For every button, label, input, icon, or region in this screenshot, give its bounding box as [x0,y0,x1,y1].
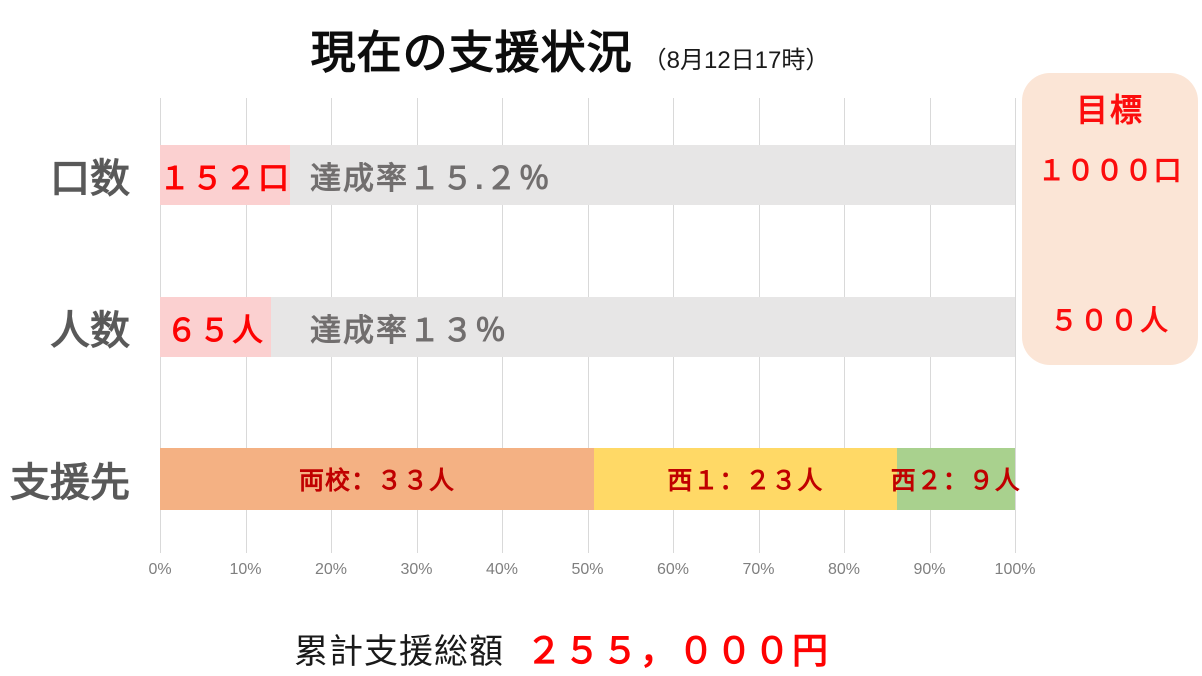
category-label-recipients: 支援先 [10,461,130,505]
recipient-segment-label: 両校：３３人 [299,467,456,495]
chart-title-timestamp: （8月12日17時） [642,47,830,74]
people-progress-track: ６５人 達成率１３％ [160,297,1015,357]
units-rate-label: 達成率１５.２％ [310,160,552,196]
people-progress-fill: ６５人 [160,297,272,357]
recipient-segment-label: 西２：９人 [890,467,1021,495]
goal-people-value: ５００人 [1049,305,1170,336]
axis-tick-label: 20% [314,561,348,578]
people-rate-label: 達成率１３％ [310,312,508,348]
axis-tick-label: 40% [485,561,519,578]
cumulative-total: 累計支援総額 ２５５，０００円 [0,622,1124,674]
recipient-segment: 西１：２３人 [594,448,897,510]
recipient-segment-label: 西１：２３人 [667,467,824,495]
gridline [1015,98,1016,553]
category-label-people: 人数 [50,309,130,353]
recipient-segment: 両校：３３人 [160,448,595,510]
axis-tick-label: 0% [148,561,172,578]
chart-title: 現在の支援状況 （8月12日17時） [0,16,1140,81]
units-progress-track: １５２口 達成率１５.２％ [158,145,1015,205]
cumulative-total-amount: ２５５，０００円 [525,630,830,671]
axis-tick-label: 30% [400,561,433,578]
recipients-stacked-bar: 両校：３３人 西１：２３人 西２：９人 [160,448,1020,510]
axis-tick-label: 10% [229,561,262,578]
units-value-label: １５２口 [158,160,291,196]
recipient-segment: 西２：９人 [891,448,1020,510]
goal-box: 目標 １０００口 ５００人 [1022,73,1198,365]
cumulative-total-label: 累計支援総額 [293,633,504,671]
chart-title-main: 現在の支援状況 [310,27,633,78]
axis-tick-label: 70% [742,561,775,578]
axis-tick-label: 80% [827,561,861,578]
units-progress-fill: １５２口 [158,145,291,205]
axis-tick-label: 100% [994,561,1036,578]
category-label-units: 口数 [50,157,130,201]
goal-heading: 目標 [1075,92,1144,128]
axis-tick-label: 50% [571,561,604,578]
axis-tick-label: 60% [656,561,690,578]
goal-units-value: １０００口 [1037,155,1183,186]
people-value-label: ６５人 [166,312,266,348]
axis-tick-label: 90% [913,561,946,578]
